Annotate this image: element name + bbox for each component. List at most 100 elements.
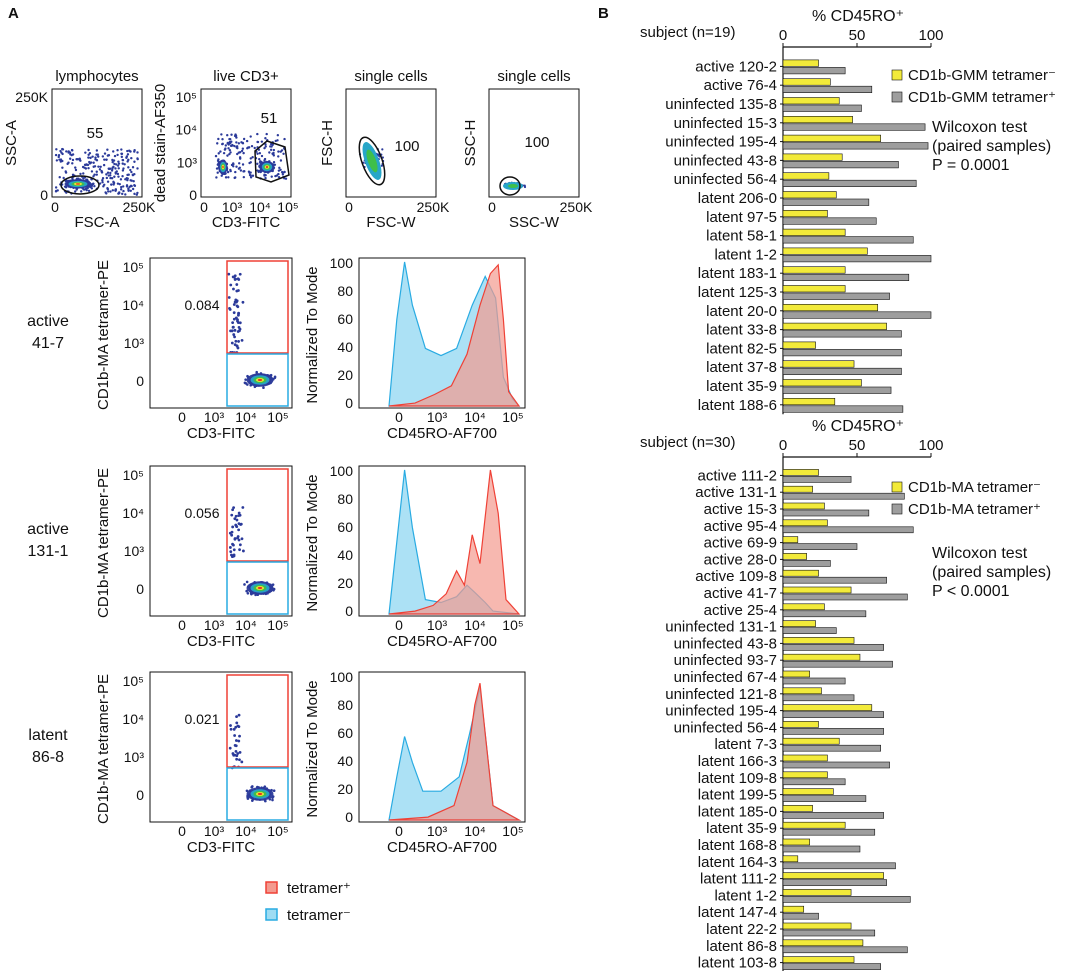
- x-tick-label: 100: [918, 437, 943, 454]
- dot-plot-event: [240, 537, 244, 541]
- histogram-xtick-label: 10⁴: [464, 617, 486, 633]
- gating-event: [226, 134, 229, 137]
- dot-plot-event: [230, 530, 234, 534]
- stats-text: Wilcoxon test: [932, 119, 1028, 136]
- category-label: latent 166-3: [698, 753, 777, 770]
- gating-event: [228, 148, 232, 152]
- gating-event: [55, 159, 59, 162]
- histogram-ytick-label: 40: [337, 547, 353, 563]
- dot-plot-event: [232, 287, 235, 291]
- dot-plot-event: [232, 317, 236, 321]
- dot-plot-event: [245, 589, 248, 593]
- histogram-ytick-label: 80: [337, 697, 353, 713]
- gating-event: [224, 144, 228, 147]
- dot-plot-ytick-label: 10⁵: [123, 467, 144, 483]
- gate-value: 100: [524, 134, 549, 151]
- bar-tetramer-pos: [782, 161, 899, 169]
- gating-event: [91, 182, 95, 186]
- gating-event: [129, 150, 132, 153]
- legend-label-pos: CD1b-GMM tetramer⁺: [908, 89, 1056, 106]
- gating-event: [132, 179, 135, 183]
- gating-event: [120, 148, 123, 151]
- category-label: active 120-2: [695, 58, 777, 75]
- gating-event: [236, 146, 239, 150]
- legend-swatch-neg: [891, 481, 903, 493]
- gating-event: [62, 176, 65, 180]
- gating-event: [58, 176, 61, 179]
- gating-event: [230, 140, 233, 143]
- gating-event: [221, 138, 224, 141]
- histogram-ytick-label: 60: [337, 519, 353, 535]
- bar-tetramer-pos: [782, 273, 910, 282]
- gating-event: [111, 160, 114, 164]
- gating-event: [227, 176, 230, 179]
- gating-event: [269, 148, 273, 152]
- bar-tetramer-pos: [782, 198, 870, 206]
- dot-plot-event: [236, 318, 239, 322]
- gating-event: [87, 156, 90, 159]
- gating-event: [228, 137, 231, 141]
- gating-event: [249, 135, 252, 138]
- bar-tetramer-neg: [782, 771, 828, 779]
- gating-event: [112, 165, 115, 169]
- legend-swatch-pos: [265, 881, 278, 894]
- bar-tetramer-neg: [782, 586, 852, 594]
- gating-event: [258, 157, 261, 161]
- dot-plot-xtick-label: 10³: [204, 617, 225, 633]
- gating-event: [281, 173, 285, 176]
- dot-plot-event: [243, 583, 246, 586]
- dot-plot-event: [242, 549, 245, 553]
- gating-event: [136, 191, 139, 195]
- gating-xtick-label: 0: [345, 199, 353, 215]
- gating-event: [58, 158, 61, 161]
- gating-event: [284, 177, 288, 180]
- bar-tetramer-pos: [782, 292, 890, 300]
- gating-event: [129, 189, 132, 192]
- category-label: uninfected 15-3: [674, 115, 777, 132]
- gating-event: [107, 190, 110, 193]
- gating-event: [113, 175, 116, 178]
- x-tick-label: 0: [779, 437, 787, 454]
- gating-event: [115, 163, 118, 166]
- dot-plot-event: [235, 757, 239, 761]
- gating-event: [248, 173, 252, 177]
- gating-event: [112, 183, 115, 186]
- bar-tetramer-pos: [782, 879, 887, 886]
- category-label: latent 183-1: [698, 265, 777, 282]
- gating-event: [109, 171, 112, 175]
- gating-xtick-label: 10⁴: [249, 199, 271, 215]
- category-label: latent 97-5: [706, 209, 777, 226]
- legend-swatch-pos: [891, 91, 903, 103]
- bar-tetramer-neg: [782, 191, 837, 199]
- gating-plot-frame: [345, 88, 437, 198]
- gating-event: [270, 175, 273, 178]
- gating-event: [279, 168, 282, 171]
- bar-tetramer-neg: [782, 855, 799, 863]
- gating-event: [87, 148, 90, 152]
- histogram-ytick-label: 20: [337, 781, 353, 797]
- category-label: uninfected 93-7: [674, 652, 777, 669]
- bar-tetramer-pos: [782, 576, 887, 584]
- category-label: uninfected 43-8: [674, 635, 777, 652]
- gating-event: [272, 154, 276, 157]
- panel-a-legend: tetramer⁺ tetramer⁻: [265, 880, 351, 924]
- gating-event: [127, 189, 130, 192]
- bar-tetramer-pos: [782, 179, 917, 187]
- gating-event: [265, 132, 268, 136]
- bar-tetramer-neg: [782, 889, 852, 896]
- bar-tetramer-neg: [782, 754, 828, 762]
- gating-event: [126, 173, 129, 177]
- bar-tetramer-neg: [782, 285, 846, 293]
- stats-text: P = 0.0001: [932, 157, 1010, 174]
- category-label: latent 206-0: [698, 190, 777, 207]
- dot-plot-xtick-label: 10⁵: [267, 617, 288, 633]
- dot-plot-event: [231, 508, 235, 512]
- category-label: latent 35-9: [706, 820, 777, 837]
- gating-xtick-label: 10⁵: [277, 199, 298, 215]
- gating-event: [121, 169, 125, 172]
- dot-plot-event: [255, 370, 259, 374]
- dot-plot-event: [237, 514, 241, 517]
- dot-plot-event: [229, 724, 232, 727]
- dot-plot-xtick-label: 10⁵: [267, 823, 288, 839]
